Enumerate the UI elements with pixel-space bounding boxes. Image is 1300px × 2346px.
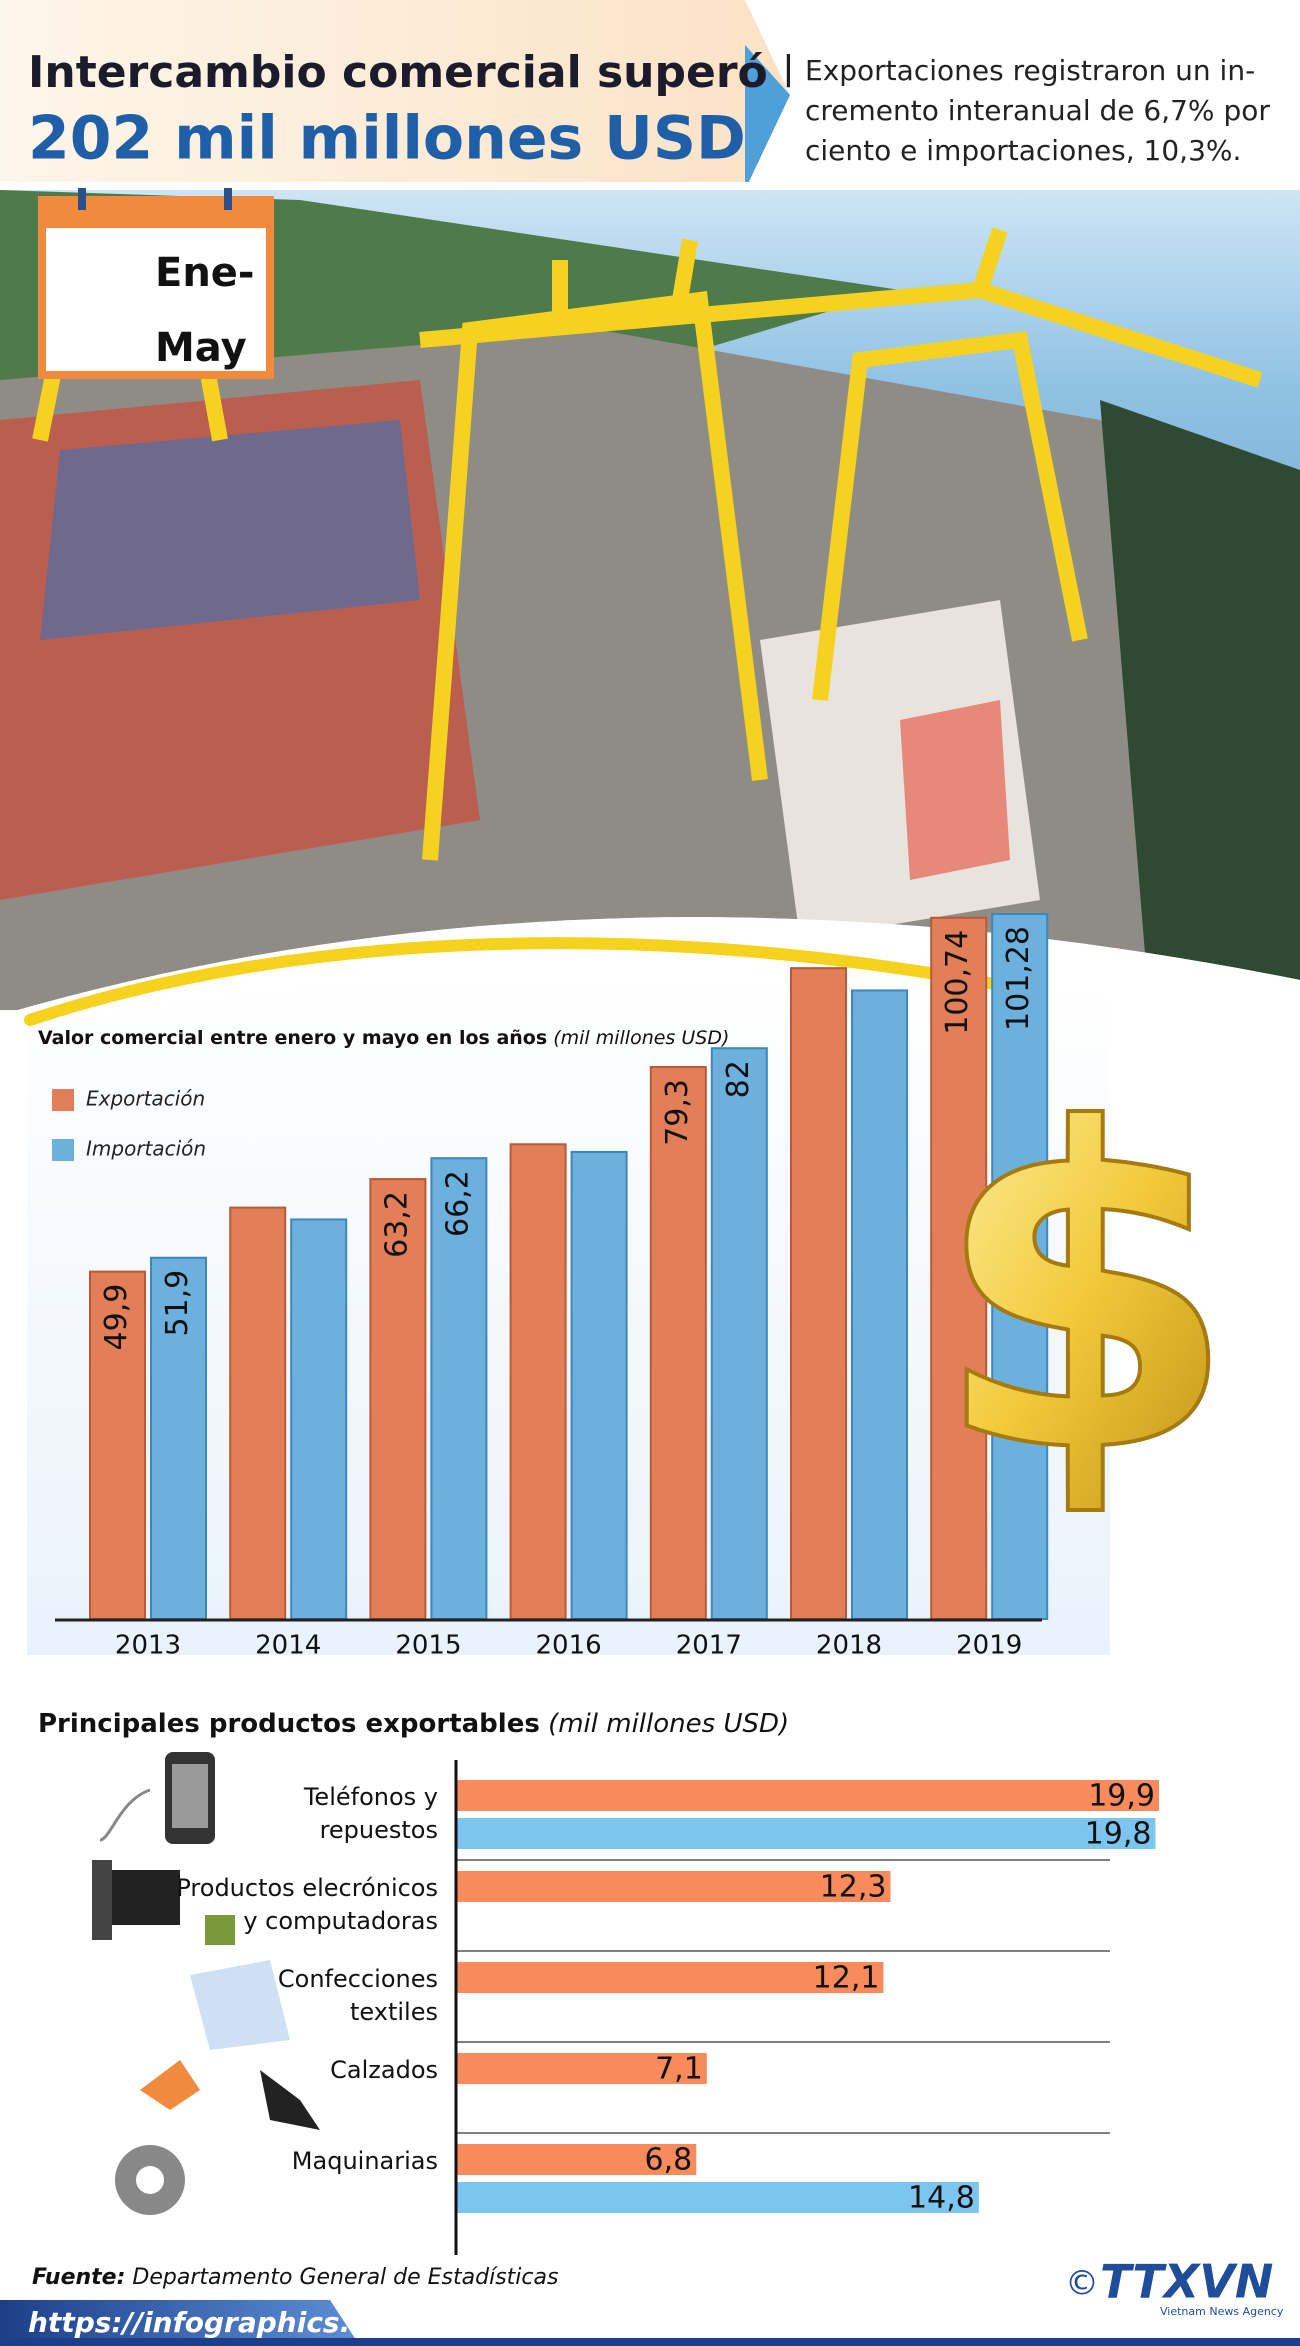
value-label: 100,74 (940, 930, 975, 1035)
source: Fuente: Departamento General de Estadíst… (32, 2265, 558, 2290)
period: May (155, 325, 247, 371)
legend-swatch (52, 1139, 74, 1161)
bar (150, 1256, 207, 1620)
bar (369, 1178, 427, 1620)
bar (456, 1818, 1156, 1849)
value-label: 12,3 (820, 1870, 887, 1905)
x-tick-label: 2016 (536, 1631, 602, 1661)
value-label: 6,8 (645, 2143, 693, 2178)
x-tick-label: 2015 (395, 1631, 461, 1661)
bar (89, 1270, 146, 1621)
bar (570, 1150, 628, 1620)
agency-tagline: Vietnam News Agency (1160, 2305, 1284, 2318)
x-tick-label: 2017 (676, 1631, 742, 1661)
category-label: Confecciones (278, 1965, 438, 1993)
bar (509, 1143, 567, 1620)
value-label: 79,3 (660, 1079, 695, 1146)
value-label: 19,9 (1088, 1779, 1155, 1814)
bar (649, 1066, 707, 1620)
dollar-sign: $ (932, 1037, 1238, 1549)
category-label: textiles (350, 1998, 438, 2026)
legend-label: Exportación (86, 1087, 205, 1111)
url: https://infographics.vn (28, 2306, 388, 2339)
category-label: Productos elecrónicos (176, 1874, 438, 1902)
calendar (38, 188, 274, 379)
product-icons (92, 1752, 320, 2215)
title: 202 mil millones USD (28, 104, 746, 174)
title: Intercambio comercial superó los (28, 47, 855, 98)
bar (851, 989, 908, 1620)
value-label: 19,8 (1085, 1817, 1152, 1852)
header-box (0, 0, 790, 190)
chart-title: Valor comercial entre enero y mayo en lo… (38, 1027, 729, 1049)
bar (456, 2182, 979, 2213)
subtitle: (mil millones USD) (553, 1027, 729, 1049)
footer-rule (0, 2338, 1300, 2346)
footer-bar (0, 2300, 360, 2346)
source-label: Fuente: (32, 2265, 125, 2290)
agency: TTXVN (1100, 2255, 1273, 2309)
summary-box (790, 0, 1300, 182)
bar (456, 2144, 697, 2175)
bar (456, 1871, 891, 1902)
bar (456, 1780, 1159, 1811)
bar (430, 1157, 488, 1620)
value-label: 7,1 (655, 2052, 703, 2087)
x-tick-label: 2018 (816, 1631, 882, 1661)
header-arrow (745, 45, 790, 190)
x-tick-label: 2014 (255, 1631, 321, 1661)
summary: Exportaciones registraron un in- (805, 54, 1255, 87)
category-label: y computadoras (243, 1907, 438, 1935)
x-tick-label: 2013 (115, 1631, 181, 1661)
value-label: 51,9 (160, 1270, 195, 1337)
source-text: Departamento General de Estadísticas (132, 2265, 558, 2290)
header-rule (0, 182, 1300, 190)
value-label: 12,1 (813, 1961, 880, 1996)
value-label: 49,9 (99, 1284, 134, 1351)
summary: ciento e importaciones, 10,3%. (805, 134, 1241, 167)
category-label: Calzados (330, 2056, 438, 2084)
bar (456, 2053, 707, 2084)
accent-arc (24, 937, 1006, 1026)
bar (710, 1047, 768, 1620)
port-photo (0, 185, 1300, 1015)
value-label: 14,8 (908, 2181, 975, 2216)
value-label: 101,28 (1001, 926, 1036, 1031)
value-label: 66,2 (440, 1170, 475, 1237)
legend-swatch (52, 1089, 74, 1111)
bar (290, 1218, 348, 1621)
category-label: Teléfonos y (303, 1783, 438, 1811)
x-tick-label: 2019 (956, 1631, 1022, 1661)
bar (456, 1962, 884, 1993)
period: Ene- (155, 250, 255, 296)
subtitle: (mil millones USD) (548, 1709, 789, 1739)
title: Principales productos exportables (38, 1709, 540, 1739)
bar (790, 967, 847, 1620)
chart-title: Principales productos exportables (mil m… (38, 1709, 789, 1739)
category-label: Maquinarias (292, 2147, 438, 2175)
legend-label: Importación (86, 1137, 206, 1161)
summary: cremento interanual de 6,7% por (805, 94, 1270, 127)
bar (229, 1206, 287, 1621)
copyright: © (1065, 2264, 1099, 2304)
category-label: repuestos (320, 1816, 438, 1844)
value-label: 82 (721, 1060, 756, 1098)
value-label: 63,2 (379, 1191, 414, 1258)
title: Valor comercial entre enero y mayo en lo… (38, 1027, 547, 1049)
